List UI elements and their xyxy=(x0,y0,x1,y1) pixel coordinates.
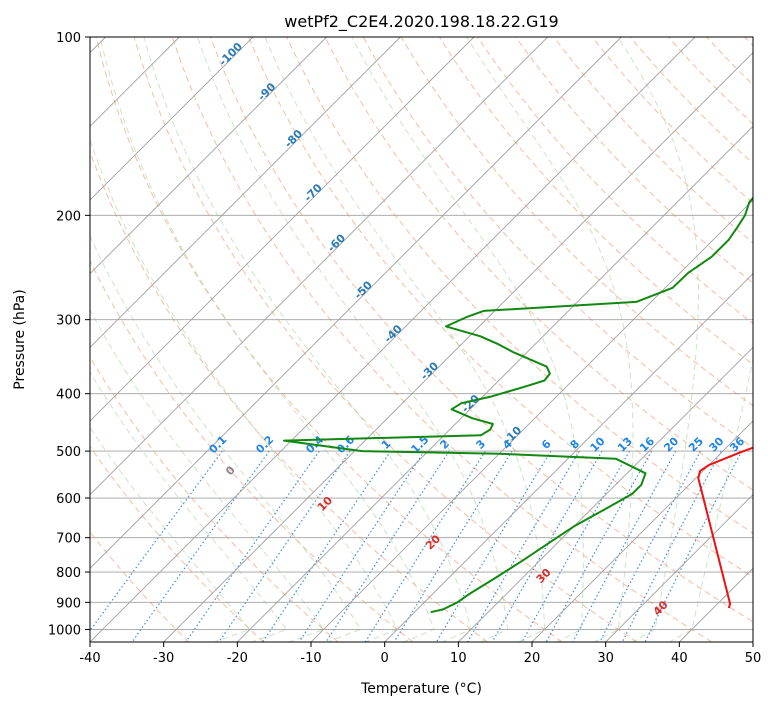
moist-adiabat-line xyxy=(668,357,753,642)
dry-adiabats xyxy=(90,37,753,642)
x-tick-label: 40 xyxy=(671,651,688,666)
y-tick-label: 300 xyxy=(56,314,81,329)
moist-adiabats xyxy=(90,37,753,642)
y-axis: 100 200 300 400 500 600 700 800 900 1000 xyxy=(48,31,90,638)
mixing-ratio-line xyxy=(599,450,702,642)
dry-adiabat-line xyxy=(95,37,563,642)
dry-adiabat-line xyxy=(171,37,712,642)
y-tick-label: 800 xyxy=(56,566,81,581)
moist-adiabat-line xyxy=(617,37,699,642)
mixing-ratio-line xyxy=(644,450,743,642)
mixing-ratio-line xyxy=(491,450,603,642)
isotherm-line xyxy=(90,37,696,642)
isotherm-line xyxy=(90,37,327,275)
isotherm-line xyxy=(605,494,753,642)
dry-adiabat-line xyxy=(553,37,753,244)
isobar-grid xyxy=(90,37,753,630)
plot-area xyxy=(90,37,753,642)
y-tick-label: 1000 xyxy=(48,623,81,638)
dry-adiabat-line xyxy=(591,37,753,204)
x-tick-label: -40 xyxy=(79,651,100,666)
isotherm-line xyxy=(90,37,548,496)
y-tick-label: 400 xyxy=(56,388,81,403)
moist-adiabat-line xyxy=(264,37,546,642)
x-tick-label: -30 xyxy=(153,651,174,666)
isotherm-line xyxy=(90,37,475,422)
y-tick-label: 200 xyxy=(56,209,81,224)
isotherm-line xyxy=(310,199,753,642)
mixing-ratio-line xyxy=(521,450,631,642)
moist-adiabat-line xyxy=(90,138,398,642)
isotherm-line xyxy=(90,37,622,569)
dry-adiabat-line xyxy=(400,37,753,407)
mixing-ratio-line xyxy=(262,450,392,642)
isotherm-line xyxy=(90,37,401,348)
isotherm-line xyxy=(237,125,753,642)
dry-adiabat-line xyxy=(90,150,488,642)
mixing-ratio-line xyxy=(185,450,320,642)
x-tick-label: 30 xyxy=(597,651,614,666)
y-tick-label: 700 xyxy=(56,532,81,547)
dry-adiabat-line xyxy=(90,259,414,642)
mixing-ratio-line xyxy=(298,450,425,642)
chart-title: wetPf2_C2E4.2020.198.18.22.G19 xyxy=(284,12,558,32)
dry-adiabat-line xyxy=(248,37,753,578)
dry-adiabat-line xyxy=(477,37,753,325)
mixing-ratio-line xyxy=(90,450,223,632)
moist-adiabat-line xyxy=(143,37,472,642)
sounding-series xyxy=(283,196,753,614)
mixing-ratio-lines xyxy=(90,450,743,642)
x-axis: -40 -30 -20 -10 0 10 20 30 40 50 xyxy=(79,642,761,666)
dry-adiabat-line xyxy=(629,37,753,165)
y-tick-label: 600 xyxy=(56,492,81,507)
x-tick-label: 50 xyxy=(745,651,762,666)
moist-adiabat-line xyxy=(90,308,325,642)
background-lines xyxy=(90,37,753,642)
isotherm-line xyxy=(90,37,254,201)
dry-adiabat-line xyxy=(438,37,753,366)
x-tick-label: 0 xyxy=(381,651,389,666)
mixing-ratio-line xyxy=(572,450,677,642)
x-axis-label: Temperature (°C) xyxy=(360,681,482,697)
moist-adiabat-line xyxy=(90,234,362,642)
mixing-ratio-line xyxy=(545,450,653,642)
y-tick-label: 100 xyxy=(56,31,81,46)
x-tick-label: -10 xyxy=(300,651,321,666)
y-axis-label: Pressure (hPa) xyxy=(12,289,28,389)
moist-adiabat-line xyxy=(197,37,509,642)
isotherm-line xyxy=(384,273,753,642)
isotherm-line xyxy=(458,346,753,642)
moist-adiabat-line xyxy=(99,37,435,642)
dry-adiabat-line xyxy=(90,445,264,642)
isotherm-line xyxy=(531,420,753,642)
x-tick-label: 20 xyxy=(524,651,541,666)
x-tick-label: 10 xyxy=(450,651,467,666)
x-tick-label: -20 xyxy=(227,651,248,666)
isotherm-grid xyxy=(90,37,753,642)
moist-adiabat-line xyxy=(351,37,584,642)
dry-adiabat-line xyxy=(362,37,753,449)
moist-adiabat-line xyxy=(466,37,634,642)
y-tick-label: 900 xyxy=(56,596,81,611)
moist-adiabat-line xyxy=(90,426,251,642)
dry-adiabat-line xyxy=(286,37,753,534)
mixing-ratio-line xyxy=(621,450,722,642)
isotherm-line xyxy=(163,52,753,642)
temperature-profile xyxy=(697,446,753,609)
y-tick-label: 500 xyxy=(56,445,81,460)
mixing-ratio-line xyxy=(218,450,351,642)
dewpoint-profile xyxy=(283,196,753,614)
plot-frame xyxy=(89,36,754,643)
